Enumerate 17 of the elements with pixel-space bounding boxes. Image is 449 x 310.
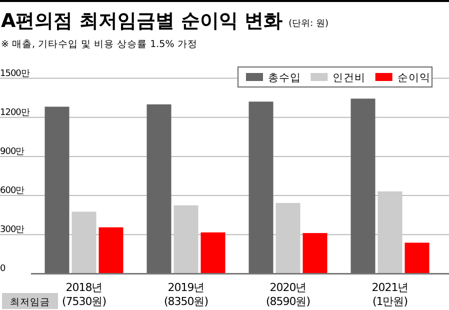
x-tick-label: 2019년 (8350원) bbox=[164, 281, 208, 308]
chart-subtitle: ※ 매출, 기타수입 및 비용 상승률 1.5% 가정 bbox=[1, 39, 198, 50]
x-tick-label: 2020년 (8590원) bbox=[266, 281, 310, 308]
y-tick-label: 1200만 bbox=[0, 108, 30, 118]
y-tick-label: 600만 bbox=[0, 186, 25, 196]
legend-label: 총수입 bbox=[268, 72, 301, 84]
y-tick-label: 0 bbox=[0, 264, 6, 274]
legend-label: 순이익 bbox=[397, 72, 430, 84]
y-tick-label: 300만 bbox=[0, 225, 25, 236]
y-tick-label: 900만 bbox=[0, 146, 25, 157]
legend-label: 인건비 bbox=[332, 72, 366, 84]
x-tick-label: 2021년 (1만원) bbox=[372, 281, 408, 308]
text: 최저임금 bbox=[10, 297, 50, 308]
y-tick-label: 1500만 bbox=[0, 68, 30, 79]
chart-title: A편의점 최저임금별 순이익 변화 bbox=[1, 10, 283, 32]
x-tick-label: 2018년 (7530원) bbox=[62, 281, 106, 308]
text: (단위: 원) bbox=[288, 19, 328, 29]
